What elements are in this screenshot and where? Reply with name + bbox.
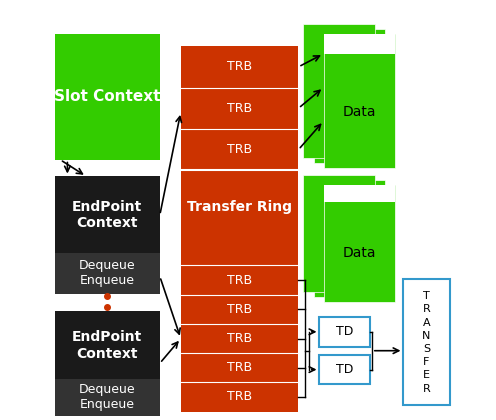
Text: Dequeue
Enqueue: Dequeue Enqueue (79, 383, 135, 412)
Text: TRB: TRB (227, 332, 252, 345)
FancyArrowPatch shape (160, 116, 182, 213)
FancyArrowPatch shape (374, 348, 399, 354)
Text: Data: Data (343, 246, 376, 260)
FancyArrowPatch shape (301, 56, 319, 66)
Bar (319, 317, 370, 346)
FancyArrowPatch shape (300, 124, 320, 148)
Text: TRB: TRB (227, 143, 252, 156)
FancyArrowPatch shape (309, 329, 315, 335)
Text: TRB: TRB (227, 102, 252, 115)
Bar (403, 279, 449, 405)
Text: Data: Data (343, 105, 376, 118)
FancyBboxPatch shape (304, 175, 375, 292)
Text: TD: TD (336, 326, 353, 338)
FancyBboxPatch shape (55, 379, 160, 416)
Text: TRB: TRB (227, 361, 252, 374)
FancyArrowPatch shape (162, 342, 178, 361)
FancyArrowPatch shape (161, 279, 180, 334)
FancyArrowPatch shape (309, 367, 315, 373)
Text: Transfer Ring: Transfer Ring (187, 200, 292, 214)
FancyBboxPatch shape (181, 46, 299, 412)
FancyBboxPatch shape (313, 180, 385, 297)
FancyBboxPatch shape (323, 185, 395, 202)
Text: Dequeue
Enqueue: Dequeue Enqueue (79, 260, 135, 287)
Text: EndPoint
Context: EndPoint Context (72, 331, 142, 360)
FancyBboxPatch shape (55, 311, 160, 416)
FancyBboxPatch shape (55, 253, 160, 294)
FancyArrowPatch shape (64, 163, 70, 172)
FancyBboxPatch shape (313, 29, 385, 163)
Text: TRB: TRB (227, 60, 252, 74)
Text: TD: TD (336, 363, 353, 376)
Text: EndPoint
Context: EndPoint Context (72, 200, 142, 230)
FancyBboxPatch shape (323, 34, 395, 54)
Text: TRB: TRB (227, 303, 252, 316)
FancyBboxPatch shape (304, 24, 375, 158)
Text: TRB: TRB (227, 391, 252, 404)
FancyBboxPatch shape (55, 176, 160, 294)
FancyBboxPatch shape (323, 34, 395, 168)
FancyArrowPatch shape (301, 90, 320, 107)
FancyBboxPatch shape (55, 34, 160, 160)
Bar (319, 355, 370, 384)
Text: TRB: TRB (227, 273, 252, 286)
Text: Slot Context: Slot Context (54, 89, 161, 104)
Text: T
R
A
N
S
F
E
R: T R A N S F E R (422, 291, 431, 394)
FancyBboxPatch shape (323, 185, 395, 302)
